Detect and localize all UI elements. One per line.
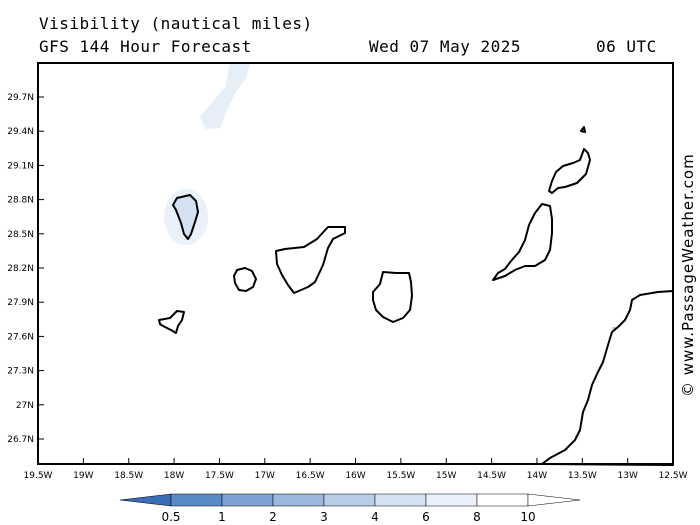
island-la-gomera: [233, 267, 257, 292]
lon-label: 18W: [164, 471, 184, 481]
africa-coast: [541, 290, 674, 466]
island-el-hierro: [158, 310, 185, 334]
legend-swatch: [476, 493, 529, 507]
island-la-palma: [172, 194, 199, 240]
lon-label: 15W: [436, 471, 456, 481]
lon-label: 12.5W: [659, 471, 688, 481]
lat-label: 27.3N: [7, 367, 34, 377]
lon-label: 19.5W: [24, 471, 53, 481]
legend-label: 8: [473, 510, 481, 524]
forecast-model: GFS 144 Hour Forecast: [39, 37, 252, 56]
lon-label: 17W: [255, 471, 275, 481]
chart-title: Visibility (nautical miles): [39, 14, 313, 33]
visibility-legend: 0.5 1 2 3 4 6 8 10: [119, 493, 581, 524]
legend-arrow-high: [527, 493, 581, 507]
lon-label: 19W: [73, 471, 93, 481]
island-gran-canaria: [372, 271, 413, 323]
legend-label: 3: [320, 510, 328, 524]
legend-swatch: [272, 493, 325, 507]
island-lanzarote: [548, 148, 591, 194]
coastlines: [158, 126, 674, 466]
lon-label: 13W: [618, 471, 638, 481]
longitude-axis: 19.5W 19W 18.5W 18W 17.5W 17W 16.5W 16W 15.5W 15W…: [24, 458, 688, 481]
lon-label: 18.5W: [114, 471, 143, 481]
island-tenerife: [275, 226, 346, 294]
legend-label: 1: [218, 510, 226, 524]
legend-swatch: [374, 493, 427, 507]
lat-label: 26.7N: [7, 435, 34, 445]
islet-alegranza: [580, 126, 586, 133]
lon-label: 14.5W: [477, 471, 506, 481]
lat-label: 27.9N: [7, 298, 34, 308]
forecast-date: Wed 07 May 2025: [369, 37, 521, 56]
lat-label: 27N: [16, 401, 34, 411]
legend-swatch: [323, 493, 376, 507]
legend-swatch: [425, 493, 478, 507]
latitude-axis: 29.7N 29.4N 29.1N 28.8N 28.5N 28.2N 27.9N 27.6N…: [7, 93, 44, 445]
lon-label: 13.5W: [568, 471, 597, 481]
lat-label: 27.6N: [7, 332, 34, 342]
lat-label: 28.5N: [7, 230, 34, 240]
lon-label: 16W: [345, 471, 365, 481]
legend-label: 10: [520, 510, 535, 524]
legend-label: 2: [269, 510, 277, 524]
lon-label: 15.5W: [386, 471, 415, 481]
lon-label: 14W: [527, 471, 547, 481]
lat-label: 28.8N: [7, 196, 34, 206]
legend-swatch: [170, 493, 223, 507]
lat-label: 29.7N: [7, 93, 34, 103]
map-frame: [37, 62, 674, 465]
legend-swatch: [221, 493, 274, 507]
forecast-time: 06 UTC: [596, 37, 657, 56]
lon-label: 16.5W: [296, 471, 325, 481]
lon-label: 17.5W: [205, 471, 234, 481]
legend-label: 6: [422, 510, 430, 524]
legend-label: 4: [371, 510, 379, 524]
lat-label: 29.1N: [7, 161, 34, 171]
low-visibility-patch-north: [200, 63, 250, 129]
lat-label: 29.4N: [7, 127, 34, 137]
island-fuerteventura: [492, 203, 553, 281]
legend-label: 0.5: [161, 510, 180, 524]
lat-label: 28.2N: [7, 264, 34, 274]
legend-arrow-low: [119, 493, 172, 507]
